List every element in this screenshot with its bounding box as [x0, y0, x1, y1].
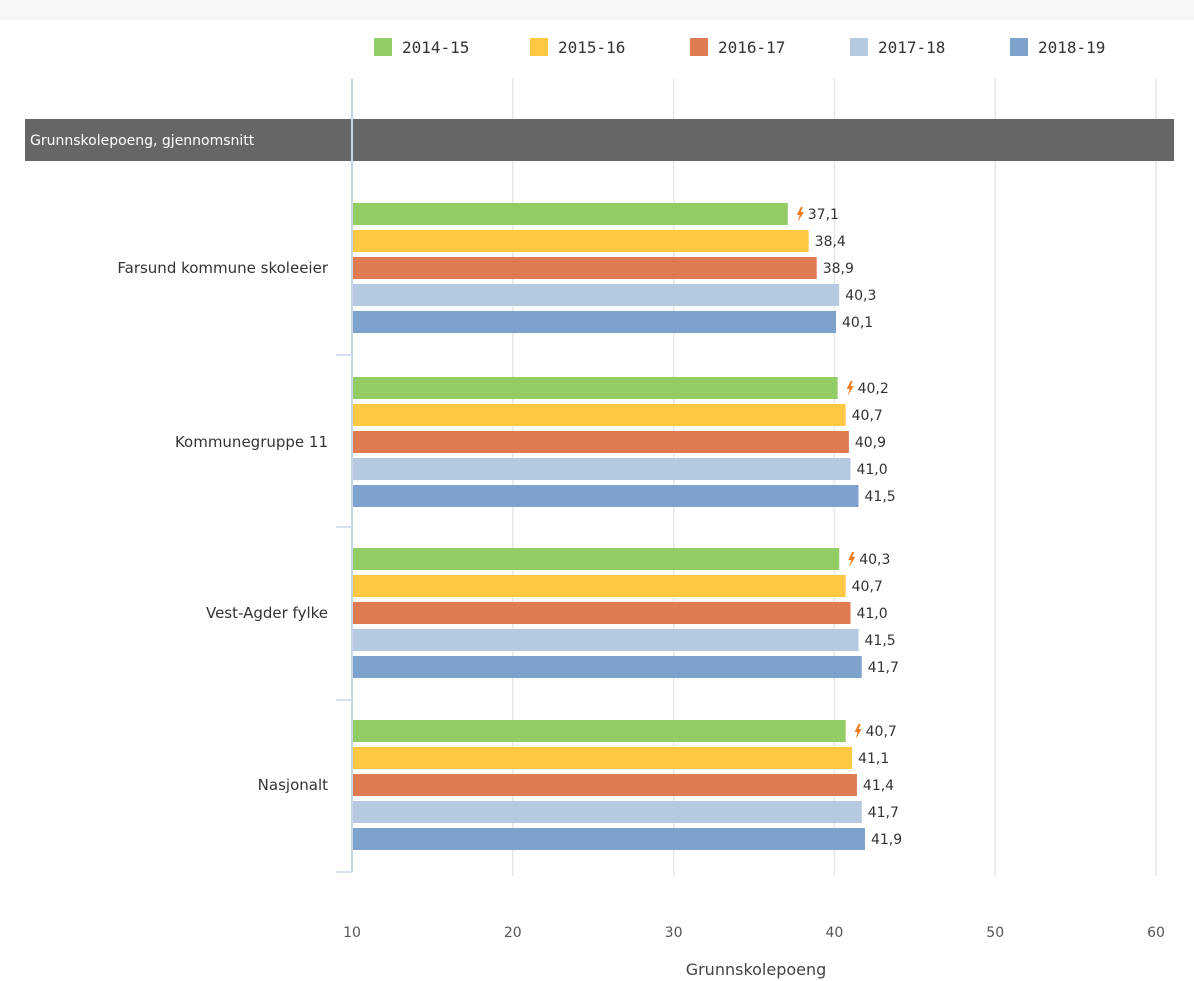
bar[interactable]	[353, 828, 865, 850]
section-title: Grunnskolepoeng, gjennomsnitt	[30, 133, 255, 149]
legend-swatch	[530, 38, 548, 56]
bar[interactable]	[353, 602, 851, 624]
x-axis-tick-labels: 10 20 30 40 50 60	[343, 925, 1165, 941]
bar[interactable]	[353, 458, 851, 480]
bar[interactable]	[353, 629, 859, 651]
data-label: 40,2	[858, 381, 889, 397]
data-label: 41,4	[863, 778, 894, 794]
category-label: Nasjonalt	[258, 776, 328, 794]
data-label: 40,9	[855, 435, 886, 451]
data-label: 40,1	[842, 315, 873, 331]
bar[interactable]	[353, 575, 846, 597]
legend-label: 2016-17	[718, 38, 785, 57]
legend-swatch	[1010, 38, 1028, 56]
legend-label: 2018-19	[1038, 38, 1105, 57]
x-tick-label: 50	[986, 925, 1004, 941]
data-label: 41,0	[856, 606, 887, 622]
bars	[353, 203, 865, 850]
x-tick-label: 40	[825, 925, 843, 941]
bar[interactable]	[353, 548, 840, 570]
category-label: Kommunegruppe 11	[175, 433, 328, 451]
data-label: 40,7	[866, 724, 897, 740]
bar[interactable]	[353, 377, 838, 399]
lightning-bolt-icon	[848, 552, 856, 567]
data-label: 41,0	[856, 462, 887, 478]
section-band: Grunnskolepoeng, gjennomsnitt	[25, 119, 1174, 161]
bar[interactable]	[353, 485, 859, 507]
legend-label: 2015-16	[558, 38, 625, 57]
category-label: Vest-Agder fylke	[206, 604, 328, 622]
x-tick-label: 30	[665, 925, 683, 941]
x-tick-label: 20	[504, 925, 522, 941]
bar[interactable]	[353, 801, 862, 823]
data-label: 38,9	[823, 261, 854, 277]
legend-label: 2014-15	[402, 38, 469, 57]
legend-item[interactable]: 2015-16	[530, 38, 625, 57]
data-label: 40,7	[852, 579, 883, 595]
data-label: 41,7	[868, 805, 899, 821]
data-label: 40,3	[845, 288, 876, 304]
lightning-bolt-icon	[796, 207, 804, 222]
data-label: 41,1	[858, 751, 889, 767]
bar[interactable]	[353, 404, 846, 426]
bar[interactable]	[353, 774, 857, 796]
data-label: 41,9	[871, 832, 902, 848]
data-label: 38,4	[815, 234, 846, 250]
section-band-background	[25, 119, 1174, 161]
lightning-bolt-icon	[854, 724, 862, 739]
legend-swatch	[690, 38, 708, 56]
bar[interactable]	[353, 230, 809, 252]
category-axis	[336, 78, 353, 873]
top-strip	[0, 0, 1194, 20]
data-label: 37,1	[808, 207, 839, 223]
data-label: 40,3	[859, 552, 890, 568]
value-labels: 37,1 38,4 38,9 40,3 40,1 40,2 40,7 40,9 41,0 41,5…	[796, 207, 902, 848]
bar[interactable]	[353, 747, 853, 769]
data-label: 41,5	[865, 633, 896, 649]
x-tick-label: 60	[1147, 925, 1165, 941]
legend-item[interactable]: 2018-19	[1010, 38, 1105, 57]
legend-swatch	[850, 38, 868, 56]
bar[interactable]	[353, 656, 862, 678]
legend-item[interactable]: 2014-15	[374, 38, 469, 57]
bar[interactable]	[353, 431, 849, 453]
legend-item[interactable]: 2017-18	[850, 38, 945, 57]
bar[interactable]	[353, 284, 840, 306]
lightning-bolt-icon	[846, 381, 854, 396]
legend[interactable]: 2014-15 2015-16 2016-17 2017-18 2018-19	[374, 38, 1105, 57]
bar[interactable]	[353, 311, 837, 333]
data-label: 40,7	[852, 408, 883, 424]
category-labels: Farsund kommune skoleeier Kommunegruppe 1…	[117, 259, 328, 794]
data-label: 41,7	[868, 660, 899, 676]
x-axis-title: Grunnskolepoeng	[686, 960, 827, 979]
data-label: 41,5	[865, 489, 896, 505]
bar[interactable]	[353, 257, 817, 279]
category-label: Farsund kommune skoleeier	[117, 259, 328, 277]
legend-label: 2017-18	[878, 38, 945, 57]
legend-swatch	[374, 38, 392, 56]
bar[interactable]	[353, 720, 846, 742]
legend-item[interactable]: 2016-17	[690, 38, 785, 57]
bar[interactable]	[353, 203, 788, 225]
x-tick-label: 10	[343, 925, 361, 941]
